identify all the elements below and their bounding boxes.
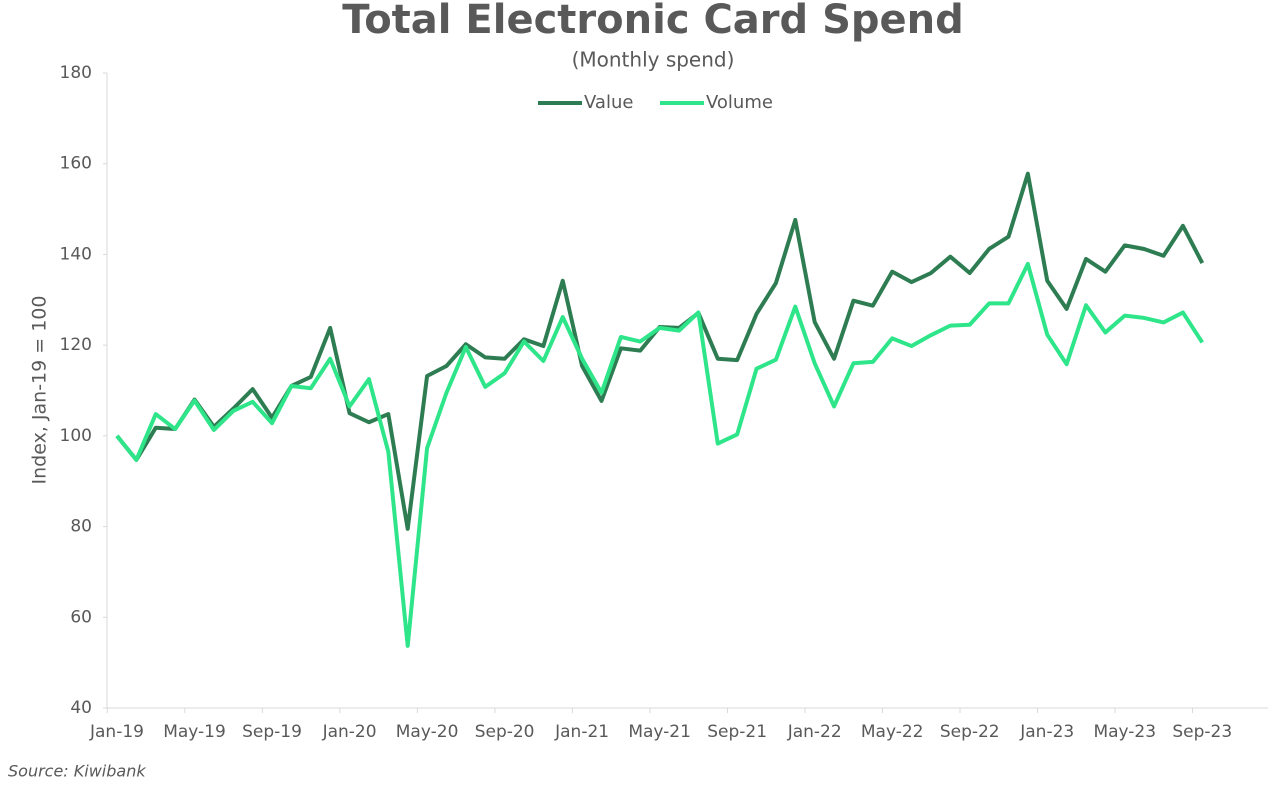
x-tick-label: Jan-23 (1019, 722, 1074, 742)
x-tick-label: May-19 (163, 722, 226, 742)
legend-label: Value (584, 92, 633, 113)
y-tick-label: 40 (70, 698, 92, 718)
y-tick-label: 100 (60, 426, 92, 446)
legend-label: Volume (706, 92, 773, 113)
y-axis-label: Index, Jan-19 = 100 (29, 296, 51, 485)
x-tick-label: Jan-19 (89, 722, 144, 742)
y-tick-label: 140 (60, 244, 92, 264)
line (115, 261, 1204, 648)
x-tick-label: Sep-19 (242, 722, 302, 742)
y-tick-label: 80 (70, 517, 92, 537)
x-tick-label: Jan-20 (322, 722, 377, 742)
x-tick-label: May-22 (861, 722, 924, 742)
source: Source: Kiwibank (8, 762, 146, 781)
x-tick-label: Jan-21 (554, 722, 609, 742)
x-tick-label: Sep-22 (940, 722, 1000, 742)
chart-subtitle: (Monthly spend) (572, 48, 735, 72)
line (115, 171, 1205, 531)
x-tick-label: May-20 (396, 722, 459, 742)
x-tick-label: Sep-21 (707, 722, 767, 742)
y-tick-label: 120 (60, 335, 92, 355)
y-tick-label: 180 (60, 63, 92, 83)
chart-title: Total Electronic Card Spend (342, 0, 964, 43)
x-tick-label: Sep-23 (1172, 722, 1232, 742)
y-tick-label: 60 (70, 607, 92, 627)
x-tick-label: Jan-22 (787, 722, 842, 742)
x-tick-label: May-23 (1093, 722, 1156, 742)
x-tick-label: May-21 (628, 722, 691, 742)
x-tick-label: Sep-20 (475, 722, 535, 742)
y-tick-label: 160 (60, 154, 92, 174)
